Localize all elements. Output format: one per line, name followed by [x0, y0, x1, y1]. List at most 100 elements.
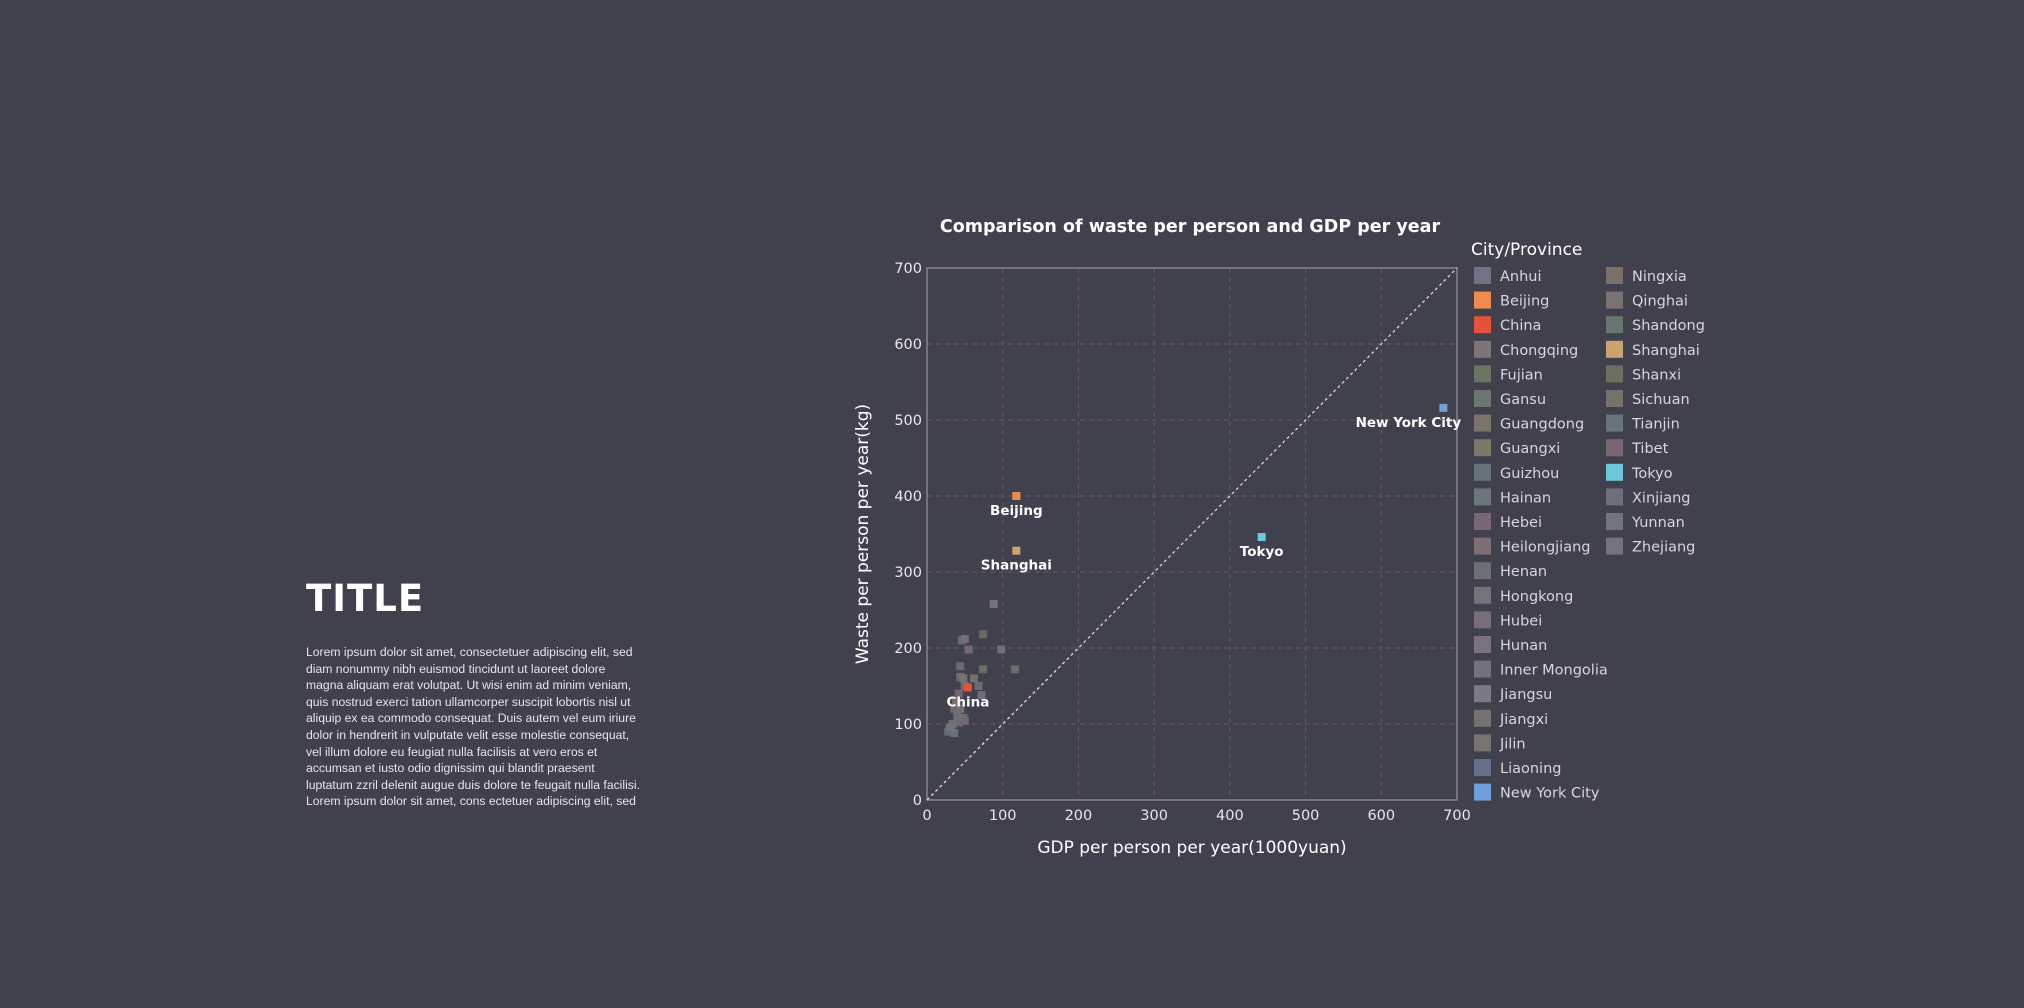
point-hebei — [954, 689, 963, 698]
legend-swatch-jilin — [1474, 734, 1491, 752]
y-tick-label: 500 — [894, 413, 922, 429]
y-tick-label: 100 — [894, 717, 922, 733]
legend-swatch-hubei — [1474, 611, 1491, 629]
legend-swatch-anhui — [1474, 267, 1491, 284]
slide-title: TITLE — [306, 577, 425, 620]
legend-label-qinghai: Qinghai — [1632, 294, 1688, 310]
point-shanxi — [979, 630, 988, 639]
legend-swatch-sichuan — [1606, 390, 1623, 407]
legend-swatch-guangxi — [1474, 439, 1491, 457]
data-labels: Beijing China New York City Shanghai Tokyo — [946, 415, 1461, 711]
legend-label-inner-mongolia: Inner Mongolia — [1500, 663, 1608, 679]
legend-swatch-beijing — [1474, 291, 1491, 309]
legend-label-zhejiang: Zhejiang — [1632, 540, 1695, 556]
grid-lines — [927, 268, 1457, 800]
point-label-china: China — [946, 695, 989, 711]
legend-label-new-york-city: New York City — [1500, 786, 1600, 802]
legend-swatch-qinghai — [1606, 291, 1623, 309]
legend-label-guangxi: Guangxi — [1500, 441, 1560, 457]
legend-label-xinjiang: Xinjiang — [1632, 490, 1691, 506]
y-axis-label: Waste per person per year(kg) — [853, 404, 873, 664]
legend-label-sichuan: Sichuan — [1632, 392, 1690, 408]
x-tick-label: 100 — [989, 808, 1017, 824]
legend-label-jilin: Jilin — [1499, 736, 1526, 752]
y-tick-label: 700 — [894, 261, 922, 277]
legend-label-liaoning: Liaoning — [1500, 761, 1561, 777]
data-points — [944, 403, 1448, 738]
y-tick-label: 400 — [894, 489, 922, 505]
legend-label-fujian: Fujian — [1500, 367, 1543, 383]
point-guizhou — [944, 727, 953, 736]
legend-label-hunan: Hunan — [1500, 638, 1547, 654]
legend-label-yunnan: Yunnan — [1631, 515, 1685, 531]
point-jiangsu — [989, 599, 998, 608]
legend-swatch-guangdong — [1474, 414, 1491, 432]
legend-label-hongkong: Hongkong — [1500, 589, 1573, 605]
y-tick-label: 600 — [894, 337, 922, 353]
legend-label-tianjin: Tianjin — [1631, 417, 1680, 433]
point-hainan — [953, 712, 962, 721]
legend-swatch-tianjin — [1606, 414, 1623, 432]
legend-label-hebei: Hebei — [1500, 515, 1542, 531]
y-tick-label: 0 — [913, 793, 922, 809]
point-shandong — [1010, 665, 1019, 674]
legend-swatch-yunnan — [1606, 513, 1623, 530]
point-sichuan — [953, 698, 962, 707]
legend-swatch-shanxi — [1606, 365, 1623, 383]
plot-frame — [926, 267, 1458, 801]
legend-label-guizhou: Guizhou — [1500, 466, 1559, 482]
legend-swatch-shandong — [1606, 316, 1623, 334]
legend-label-china: China — [1500, 318, 1541, 334]
legend-swatch-henan — [1474, 562, 1491, 580]
legend-label-jiangxi: Jiangxi — [1499, 712, 1548, 728]
slide-body-text: Lorem ipsum dolor sit amet, consectetuer… — [306, 645, 640, 809]
legend-swatch-tokyo — [1606, 463, 1623, 481]
legend-label-hubei: Hubei — [1500, 613, 1542, 629]
point-label-beijing: Beijing — [990, 503, 1043, 519]
point-henan — [954, 718, 963, 727]
chart-title: Comparison of waste per person and GDP p… — [940, 217, 1441, 237]
x-axis-label: GDP per person per year(1000yuan) — [1037, 838, 1346, 858]
x-tick-label: 700 — [1443, 808, 1471, 824]
legend-label-hainan: Hainan — [1500, 490, 1551, 506]
legend-label-guangdong: Guangdong — [1500, 417, 1584, 433]
point-guangdong — [969, 674, 978, 683]
legend-label-anhui: Anhui — [1500, 269, 1542, 285]
legend-swatch-hongkong — [1474, 586, 1491, 604]
point-label-shanghai: Shanghai — [981, 558, 1052, 574]
point-hubei — [964, 645, 973, 654]
legend-swatch-tibet — [1606, 439, 1623, 457]
point-inner-mongolia — [977, 691, 986, 700]
point-tokyo — [1257, 533, 1266, 542]
x-tick-label: 400 — [1216, 808, 1244, 824]
point-beijing — [1012, 492, 1021, 500]
point-hongkong — [997, 645, 1006, 654]
x-tick-label: 300 — [1140, 808, 1168, 824]
point-yunnan — [947, 723, 956, 732]
text-block: TITLE Lorem ipsum dolor sit amet, consec… — [306, 576, 686, 810]
legend-swatch-gansu — [1474, 390, 1491, 407]
point-new-york-city — [1439, 403, 1448, 412]
legend: Anhui Beijing China Chongqing Fujian Gansu Gua… — [1474, 267, 1705, 802]
legend-swatch-chongqing — [1474, 340, 1491, 358]
legend-swatch-new-york-city — [1474, 783, 1491, 801]
reference-line-y-equals-x — [926, 267, 1458, 801]
legend-swatch-xinjiang — [1606, 488, 1623, 506]
x-tick-label: 500 — [1292, 808, 1320, 824]
legend-label-tibet: Tibet — [1631, 441, 1669, 457]
legend-label-shanxi: Shanxi — [1632, 367, 1681, 383]
point-tibet — [960, 716, 969, 725]
legend-label-jiangsu: Jiangsu — [1499, 687, 1552, 703]
legend-label-shandong: Shandong — [1632, 318, 1705, 334]
legend-label-ningxia: Ningxia — [1632, 269, 1687, 285]
legend-swatch-china — [1474, 316, 1491, 334]
legend-swatch-jiangsu — [1474, 685, 1491, 703]
legend-label-chongqing: Chongqing — [1500, 343, 1578, 359]
legend-swatch-heilongjiang — [1474, 537, 1491, 555]
legend-swatch-jiangxi — [1474, 709, 1491, 727]
legend-swatch-hebei — [1474, 513, 1491, 530]
legend-label-gansu: Gansu — [1500, 392, 1546, 408]
legend-swatch-ningxia — [1606, 267, 1623, 284]
legend-title: City/Province — [1471, 240, 1582, 260]
